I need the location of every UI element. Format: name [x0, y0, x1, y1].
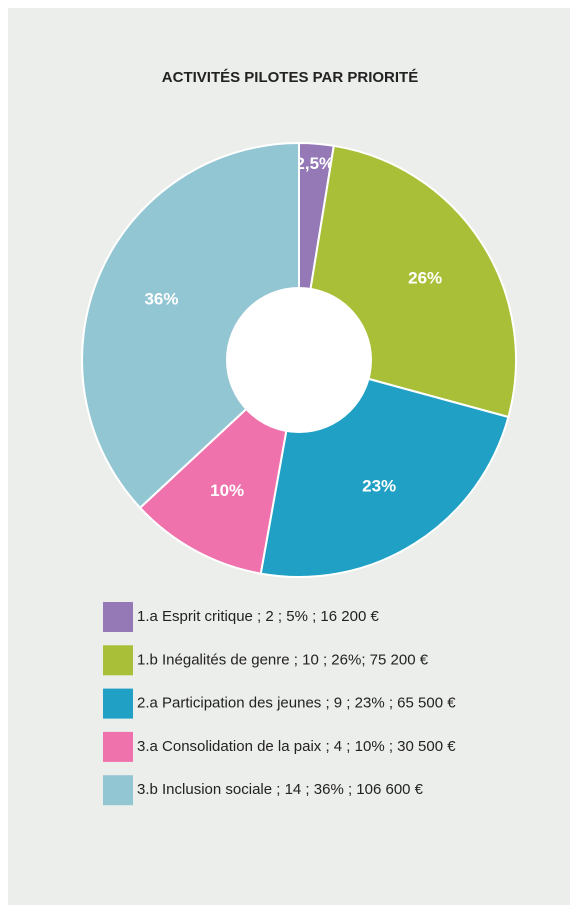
slice-label: 2,5%: [295, 154, 334, 173]
legend-swatch: [103, 775, 133, 806]
legend-swatch: [103, 731, 133, 762]
slice-label: 26%: [408, 268, 442, 287]
legend-swatch: [103, 688, 133, 719]
legend-label: 1.a Esprit critique ; 2 ; 5% ; 16 200 €: [137, 608, 379, 625]
slice-label: 36%: [144, 290, 178, 309]
legend-label: 3.b Inclusion sociale ; 14 ; 36% ; 106 6…: [137, 781, 424, 798]
legend-swatch: [103, 645, 133, 676]
legend-label: 2.a Participation des jeunes ; 9 ; 23% ;…: [137, 695, 456, 712]
donut-hole: [226, 287, 372, 433]
legend-label: 3.a Consolidation de la paix ; 4 ; 10% ;…: [137, 738, 456, 755]
slice: [81, 141, 300, 510]
slice-label: 10%: [210, 481, 244, 500]
slice-label: 23%: [362, 476, 396, 495]
chart-title: ACTIVITÉS PILOTES PAR PRIORITÉ: [162, 69, 418, 86]
legend-label: 1.b Inégalités de genre ; 10 ; 26%; 75 2…: [137, 651, 429, 668]
legend-swatch: [103, 602, 133, 632]
